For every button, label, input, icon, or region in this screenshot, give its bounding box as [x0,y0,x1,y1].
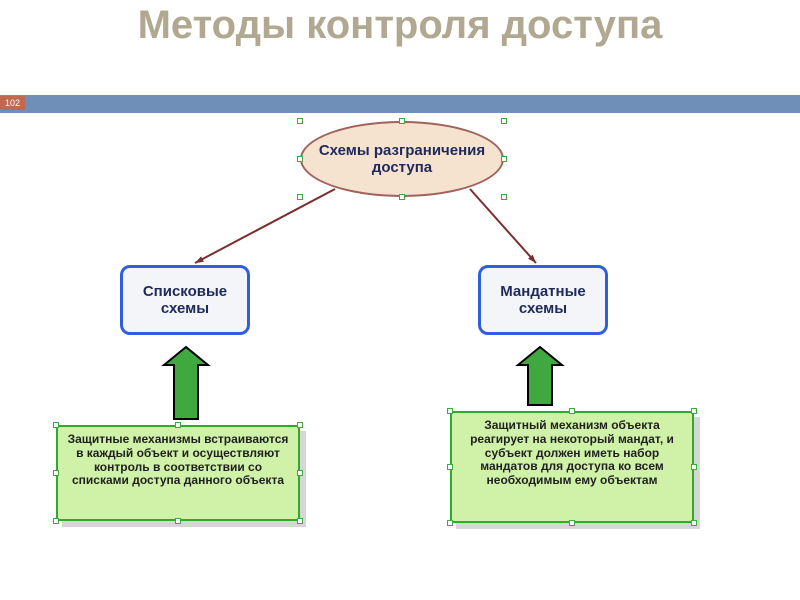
node-left-desc-label: Защитные механизмы встраиваются в каждый… [68,432,289,487]
selection-handle [691,408,697,414]
node-root: Схемы разграничения доступа [300,121,504,197]
selection-handle [447,408,453,414]
node-root-label: Схемы разграничения доступа [302,142,502,177]
selection-handle [297,422,303,428]
node-right: Мандатные схемы [478,265,608,335]
selection-handle [53,518,59,524]
selection-handle [297,470,303,476]
selection-handle [569,520,575,526]
selection-handle [297,518,303,524]
selection-handle [691,520,697,526]
selection-handle [297,194,303,200]
node-left-label: Списковые схемы [123,283,247,318]
selection-handle [175,518,181,524]
selection-handle [399,194,405,200]
page-number: 102 [0,96,25,110]
selection-handle [501,156,507,162]
selection-handle [691,464,697,470]
selection-handle [501,118,507,124]
selection-handle [297,118,303,124]
selection-handle [53,422,59,428]
title-band [0,95,800,113]
selection-handle [447,464,453,470]
node-right-desc-label: Защитный механизм объекта реагирует на н… [470,418,674,487]
selection-handle [399,118,405,124]
page-title: Методы контроля доступа [0,0,800,46]
node-right-desc: Защитный механизм объекта реагирует на н… [450,411,694,523]
node-right-label: Мандатные схемы [481,283,605,318]
node-left-desc: Защитные механизмы встраиваются в каждый… [56,425,300,521]
selection-handle [569,408,575,414]
selection-handle [175,422,181,428]
node-left: Списковые схемы [120,265,250,335]
selection-handle [501,194,507,200]
selection-handle [447,520,453,526]
diagram-canvas: Схемы разграничения доступа Списковые сх… [0,115,800,600]
selection-handle [53,470,59,476]
selection-handle [297,156,303,162]
